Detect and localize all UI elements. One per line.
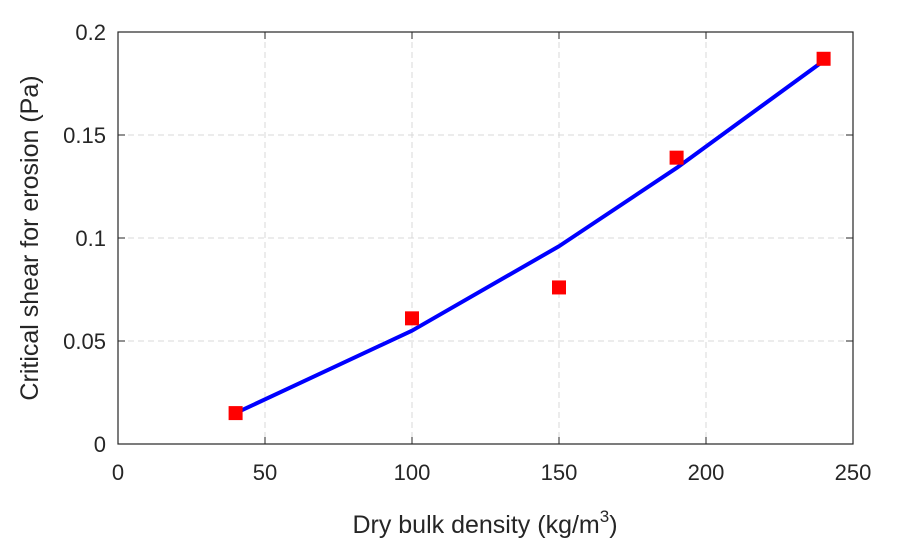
y-tick-label: 0.15 [63, 123, 106, 148]
x-tick-label: 50 [253, 460, 277, 485]
data-point-marker [405, 311, 419, 326]
data-point-marker [669, 150, 684, 165]
y-tick-label: 0 [94, 432, 106, 457]
data-point-marker [816, 51, 831, 66]
x-tick-label: 200 [688, 460, 725, 485]
x-axis-label: Dry bulk density (kg/m3) [352, 507, 617, 539]
x-tick-label: 0 [112, 460, 124, 485]
ticks [117, 31, 854, 445]
y-tick-label: 0.05 [63, 329, 106, 354]
x-tick-label: 150 [541, 460, 578, 485]
x-tick-label: 100 [394, 460, 431, 485]
x-tick-labels: 0 50 100 150 200 250 [112, 460, 871, 485]
y-tick-label: 0.2 [75, 20, 106, 45]
grid [118, 32, 853, 444]
y-tick-label: 0.1 [75, 226, 106, 251]
data-point-marker [228, 406, 243, 421]
y-tick-labels: 0 0.05 0.1 0.15 0.2 [63, 20, 106, 457]
marker-series [228, 51, 831, 421]
fit-line [234, 59, 825, 415]
x-tick-label: 250 [835, 460, 872, 485]
fit-line-series [234, 59, 825, 415]
y-axis-label: Critical shear for erosion (Pa) [16, 75, 44, 400]
data-point-marker [552, 280, 566, 295]
